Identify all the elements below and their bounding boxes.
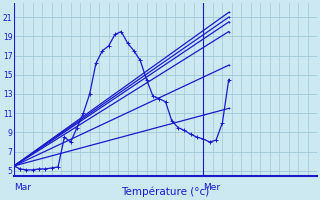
Text: Mer: Mer xyxy=(204,183,220,192)
Text: Mar: Mar xyxy=(14,183,31,192)
X-axis label: Température (°c): Température (°c) xyxy=(121,187,210,197)
